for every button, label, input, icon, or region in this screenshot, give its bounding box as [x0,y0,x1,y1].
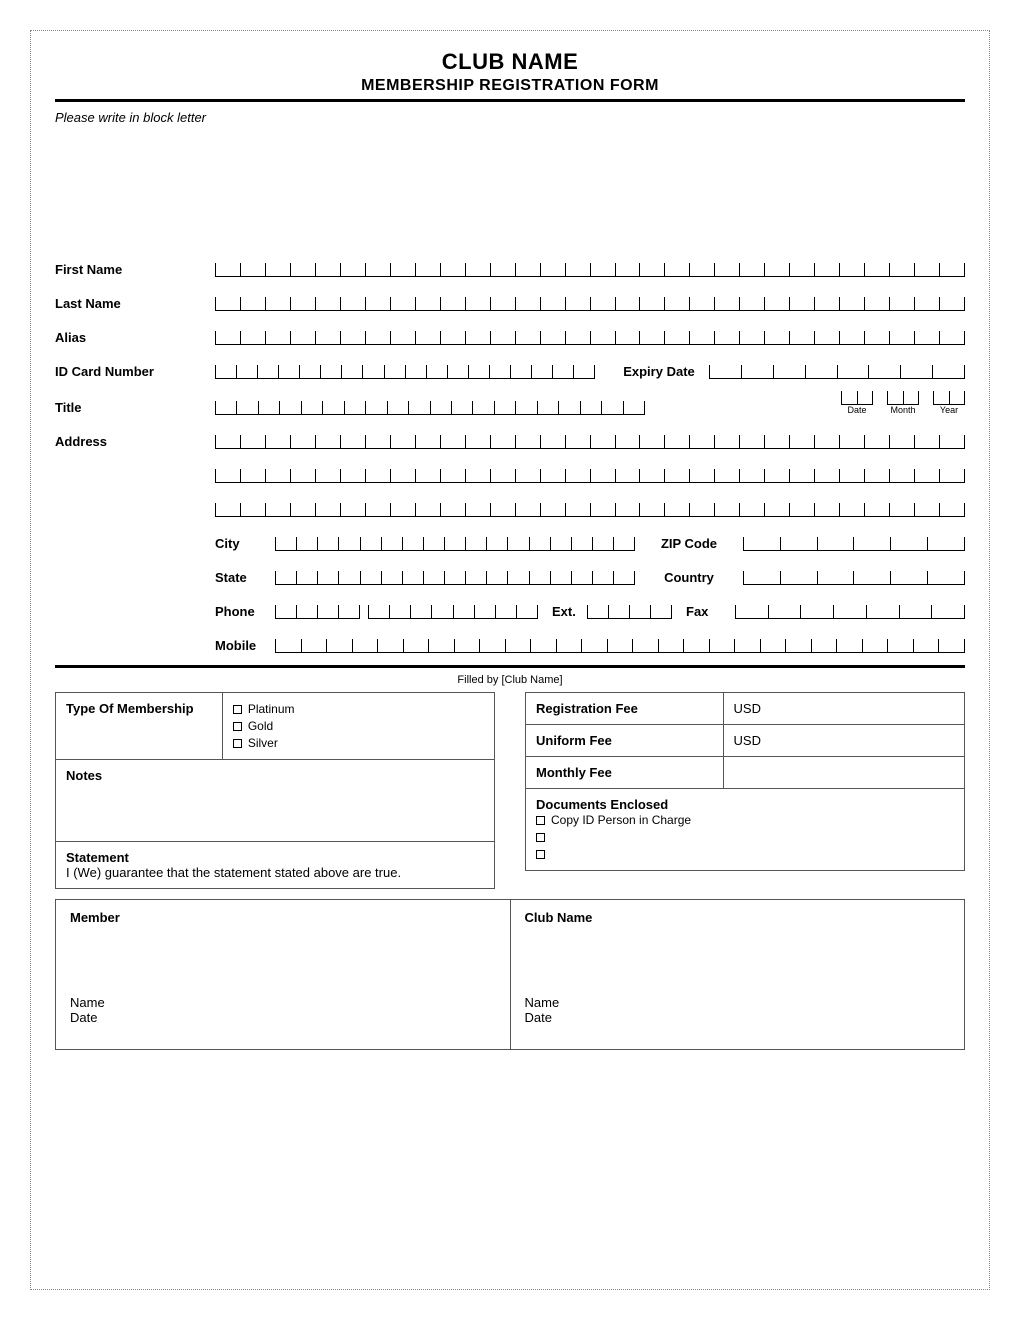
caption-date: Date [847,405,866,415]
checkbox-icon[interactable] [536,850,545,859]
month-block: Month [887,391,919,415]
right-column: Registration Fee USD Uniform Fee USD Mon… [525,692,965,889]
label-member: Member [70,910,496,925]
label-state: State [215,570,275,585]
label-statement: Statement [66,850,484,865]
label-address: Address [55,434,215,449]
input-ext[interactable] [587,605,672,619]
label-zip: ZIP Code [649,536,729,551]
input-phone-num[interactable] [368,605,538,619]
caption-year: Year [940,405,958,415]
year-block: Year [933,391,965,415]
label-uniform-fee: Uniform Fee [526,725,724,757]
checkbox-icon[interactable] [536,833,545,842]
label-ext: Ext. [552,604,587,619]
caption-month: Month [890,405,915,415]
input-date[interactable] [841,391,873,405]
value-reg-fee[interactable]: USD [723,693,964,725]
input-alias[interactable] [215,331,965,345]
label-club: Club Name [525,910,951,925]
label-fax: Fax [686,604,721,619]
input-address-2[interactable] [215,469,965,483]
input-city[interactable] [275,537,635,551]
input-id-card[interactable] [215,365,595,379]
input-phone-area[interactable] [275,605,360,619]
input-state[interactable] [275,571,635,585]
statement-text: I (We) guarantee that the statement stat… [66,865,484,880]
input-zip[interactable] [743,537,965,551]
signature-table: Member Name Date Club Name Name Date [55,899,965,1050]
label-sig-date: Date [70,1010,496,1025]
label-country: Country [649,570,729,585]
label-reg-fee: Registration Fee [526,693,724,725]
input-address-3[interactable] [215,503,965,517]
label-city: City [215,536,275,551]
membership-table: Type Of Membership Platinum Gold Silver … [55,692,495,889]
date-block: Date [841,391,873,415]
form-body: First Name Last Name Alias ID Card Numbe… [55,255,965,653]
label-last-name: Last Name [55,296,215,311]
checkbox-icon[interactable] [233,722,242,731]
lower-grid: Type Of Membership Platinum Gold Silver … [55,692,965,889]
left-column: Type Of Membership Platinum Gold Silver … [55,692,495,889]
section-divider [55,665,965,668]
member-sig-cell[interactable]: Member Name Date [56,900,511,1050]
label-id-card: ID Card Number [55,364,215,379]
filled-by-text: Filled by [Club Name] [55,674,965,686]
input-title[interactable] [215,401,645,415]
checkbox-icon[interactable] [233,739,242,748]
checkbox-icon[interactable] [536,816,545,825]
row-state-country: State Country [55,563,965,585]
label-expiry: Expiry Date [609,364,709,379]
header-rule [55,99,965,102]
row-city-zip: City ZIP Code [55,529,965,551]
label-monthly-fee: Monthly Fee [526,757,724,789]
checkbox-icon[interactable] [233,705,242,714]
form-header: CLUB NAME MEMBERSHIP REGISTRATION FORM [55,49,965,95]
row-mobile: Mobile [55,631,965,653]
label-alias: Alias [55,330,215,345]
row-address-1: Address [55,427,965,449]
label-phone: Phone [215,604,275,619]
input-first-name[interactable] [215,263,965,277]
input-month[interactable] [887,391,919,405]
instruction-text: Please write in block letter [55,110,965,125]
label-membership-type: Type Of Membership [56,693,223,760]
input-last-name[interactable] [215,297,965,311]
input-address-1[interactable] [215,435,965,449]
input-country[interactable] [743,571,965,585]
input-expiry-visual[interactable] [709,365,965,379]
fees-table: Registration Fee USD Uniform Fee USD Mon… [525,692,965,871]
club-title: CLUB NAME [55,49,965,75]
form-subtitle: MEMBERSHIP REGISTRATION FORM [55,77,965,95]
row-address-2 [55,461,965,483]
label-sig-date: Date [525,1010,951,1025]
row-title: Title Date Month Year [55,391,965,415]
value-monthly-fee[interactable] [723,757,964,789]
label-sig-name: Name [525,995,951,1010]
row-last-name: Last Name [55,289,965,311]
row-alias: Alias [55,323,965,345]
value-uniform-fee[interactable]: USD [723,725,964,757]
input-fax[interactable] [735,605,965,619]
label-title: Title [55,400,215,415]
label-first-name: First Name [55,262,215,277]
club-sig-cell[interactable]: Club Name Name Date [510,900,965,1050]
page-container: CLUB NAME MEMBERSHIP REGISTRATION FORM P… [30,30,990,1290]
label-mobile: Mobile [215,638,275,653]
input-year[interactable] [933,391,965,405]
row-address-3 [55,495,965,517]
row-first-name: First Name [55,255,965,277]
label-notes: Notes [66,768,254,783]
row-phone: Phone Ext. Fax [55,597,965,619]
label-documents: Documents Enclosed [536,797,954,812]
row-id-card: ID Card Number Expiry Date [55,357,965,379]
membership-options[interactable]: Platinum Gold Silver [222,693,494,760]
documents-cell: Documents Enclosed Copy ID Person in Cha… [526,789,965,871]
input-mobile[interactable] [275,639,965,653]
label-sig-name: Name [70,995,496,1010]
